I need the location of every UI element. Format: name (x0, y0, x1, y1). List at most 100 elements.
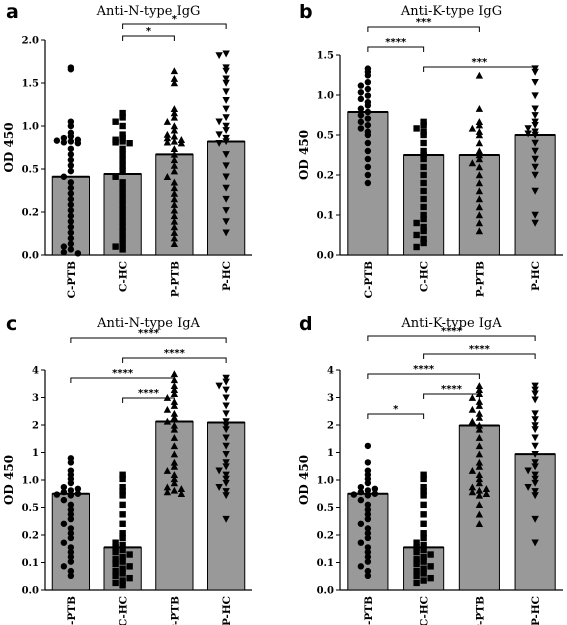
data-point (60, 249, 68, 256)
chart-panel-d: d Anti-K-type IgA 0.0 0.1 0.2 0.5 1.0 1 2 3 4 OD 45… (297, 313, 563, 625)
data-point (119, 162, 126, 169)
data-point (67, 530, 75, 537)
data-point (357, 89, 365, 96)
y-tick-label: 0.2 (317, 171, 334, 182)
significance-label: **** (138, 388, 160, 399)
data-point (170, 156, 179, 164)
data-point (67, 501, 75, 509)
data-point (420, 475, 427, 483)
data-point (67, 235, 75, 242)
data-point (420, 488, 427, 495)
data-point (468, 405, 477, 413)
data-point (67, 515, 75, 523)
data-point (119, 246, 126, 253)
data-point (364, 79, 372, 86)
data-point (163, 138, 172, 146)
data-point (60, 483, 68, 491)
data-point (119, 201, 126, 208)
significance-label: **** (441, 326, 463, 337)
bar-p-ptb (155, 420, 194, 591)
data-point (364, 506, 372, 513)
data-point (170, 167, 179, 175)
y-tick-label: 0.1 (22, 558, 39, 569)
data-point (420, 511, 427, 518)
data-point (475, 211, 484, 219)
data-point (531, 68, 539, 76)
data-point (222, 488, 230, 495)
data-point (67, 151, 75, 158)
data-point (170, 234, 179, 242)
data-point (67, 184, 75, 192)
data-point (475, 458, 484, 466)
data-point (67, 558, 75, 565)
y-tick-label: 0.0 (22, 586, 39, 597)
data-point (67, 138, 75, 145)
chart-title: Anti-K-type IgG (400, 4, 502, 19)
data-point (364, 121, 372, 129)
data-point (420, 128, 427, 135)
data-point (170, 409, 179, 417)
data-point (170, 458, 179, 466)
data-point (119, 570, 126, 577)
data-point (357, 112, 365, 119)
data-point (119, 558, 126, 565)
category-label: C-HC (419, 596, 431, 625)
data-point (119, 145, 126, 152)
data-point (67, 201, 75, 208)
y-tick-label: 1 (327, 448, 334, 459)
data-point (364, 548, 372, 556)
data-point (475, 155, 484, 163)
data-point (126, 574, 133, 582)
data-point (170, 126, 179, 134)
category-label: C-HC (118, 261, 130, 292)
data-point (475, 131, 484, 139)
data-point (475, 227, 484, 235)
data-point (215, 118, 223, 126)
data-point (475, 121, 484, 129)
data-point (222, 97, 230, 104)
data-point (364, 530, 372, 537)
panel-letter: d (299, 313, 313, 335)
data-point (531, 219, 539, 227)
data-point (119, 530, 126, 537)
data-point (163, 483, 172, 491)
significance-bracket (423, 353, 536, 359)
data-point (119, 534, 126, 542)
data-point (222, 471, 230, 479)
data-point (119, 184, 126, 192)
y-tick-label: 0.2 (317, 531, 334, 542)
data-point (163, 405, 172, 413)
y-tick-label: 1.0 (317, 91, 334, 102)
data-point (420, 227, 427, 235)
category-label: P-PTB (169, 596, 181, 625)
data-point (67, 167, 75, 175)
significance-label: * (393, 404, 399, 415)
data-point (74, 490, 82, 497)
data-point (170, 475, 179, 483)
data-point (364, 163, 372, 171)
significance-bracket (122, 357, 227, 363)
data-point (468, 488, 477, 496)
data-point (112, 139, 119, 146)
y-tick-label: 1.0 (317, 476, 334, 487)
data-point (119, 501, 126, 509)
data-point (531, 539, 539, 547)
data-point (413, 560, 420, 568)
category-label: C-PTB (66, 596, 78, 625)
data-point (170, 105, 179, 112)
data-point (177, 139, 186, 147)
data-point (112, 560, 119, 568)
data-point (119, 520, 126, 527)
significance-bracket (367, 373, 480, 379)
significance-bracket (367, 26, 480, 32)
data-point (222, 426, 230, 434)
data-point (531, 410, 539, 418)
data-point (60, 520, 68, 527)
data-point (67, 492, 75, 499)
data-point (119, 229, 126, 236)
data-point (215, 131, 223, 139)
data-point (170, 462, 179, 470)
data-point (420, 553, 427, 561)
significance-bracket (423, 66, 536, 72)
data-point (364, 459, 372, 466)
